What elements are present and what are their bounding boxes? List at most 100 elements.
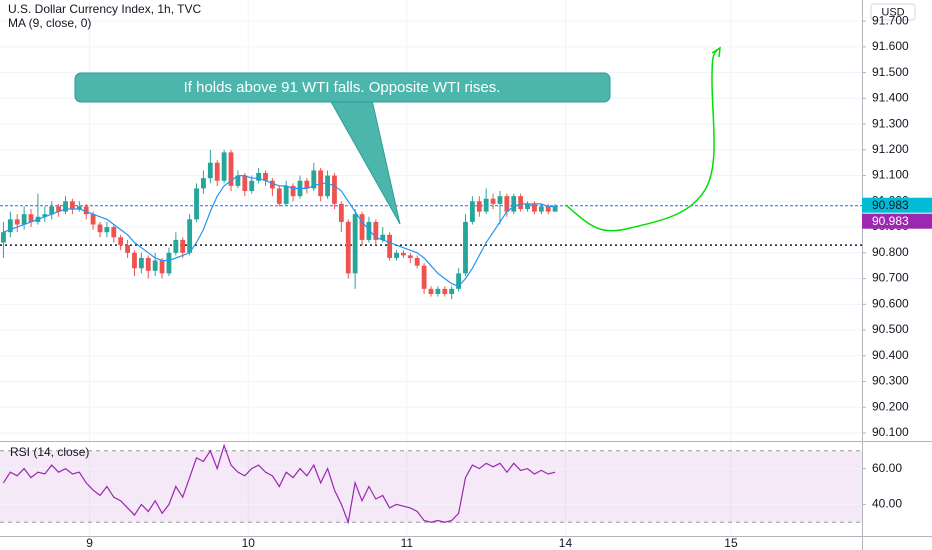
candle-body: [242, 175, 248, 192]
candle-body: [63, 201, 68, 212]
candle-body: [28, 214, 34, 222]
y-tick-label: 90.800: [872, 245, 909, 259]
ma-line: [3, 175, 556, 288]
candle-body: [269, 180, 275, 189]
y-tick-label: 90.400: [872, 348, 909, 362]
x-tick-label: 10: [242, 536, 256, 550]
candle-body: [166, 252, 172, 274]
candle-body: [532, 203, 537, 212]
y-tick-label: 91.600: [872, 39, 909, 53]
candle-body: [125, 245, 130, 253]
candle-body: [463, 221, 468, 274]
candle-body: [90, 214, 96, 225]
candle-body: [538, 206, 544, 212]
candle-body: [49, 206, 55, 215]
candle-body: [76, 206, 82, 210]
candle-body: [483, 198, 489, 212]
candle-body: [449, 288, 455, 294]
candle-body: [387, 234, 393, 258]
candle-body: [428, 288, 434, 294]
candle-body: [14, 219, 20, 225]
candle-body: [345, 221, 351, 274]
candle-body: [187, 219, 193, 253]
y-tick-label: 90.700: [872, 271, 909, 285]
candle-body: [366, 221, 372, 240]
candle-body: [69, 201, 75, 210]
candle-body: [118, 237, 124, 246]
ma-legend: MA (9, close, 0): [8, 16, 91, 30]
candle-body: [83, 206, 89, 215]
candle-body: [152, 260, 158, 271]
candle-body: [380, 234, 386, 240]
candle-body: [228, 152, 234, 186]
candle-body: [490, 198, 496, 204]
y-tick-label: 91.700: [872, 13, 909, 27]
y-tick-label: 90.600: [872, 296, 909, 310]
x-tick-label: 11: [401, 536, 414, 550]
candle-body: [276, 188, 282, 204]
candle-body: [263, 173, 268, 181]
candle-body: [552, 205, 558, 212]
candle-body: [56, 206, 62, 212]
x-tick-label: 9: [86, 536, 93, 550]
chart-title: U.S. Dollar Currency Index, 1h, TVC: [8, 2, 202, 16]
projection-drawing: [565, 47, 721, 232]
candle-body: [394, 252, 399, 258]
candle-body: [359, 214, 365, 240]
projection-arrowhead: [711, 46, 721, 58]
rsi-tick-label: 60.00: [872, 461, 902, 475]
rsi-band-fill: [0, 450, 862, 523]
candle-body: [504, 196, 510, 212]
candle-body: [256, 173, 262, 181]
candle-body: [173, 239, 179, 253]
candle-body: [407, 255, 413, 258]
rsi-legend: RSI (14, close): [10, 445, 89, 459]
candle-body: [159, 260, 165, 274]
candle-body: [545, 206, 551, 212]
candle-body: [111, 227, 117, 238]
candle-body: [525, 203, 530, 210]
candle-body: [476, 201, 482, 212]
rsi-tick-label: 40.00: [872, 497, 902, 511]
price-line-label: 90.983: [872, 198, 909, 212]
y-tick-label: 91.100: [872, 168, 909, 182]
candle-body: [207, 162, 213, 179]
candle-body: [283, 185, 289, 204]
currency-box: [870, 3, 916, 21]
candle-body: [7, 219, 13, 233]
candle-body: [518, 196, 524, 210]
y-tick-label: 90.200: [872, 399, 909, 413]
candle-body: [373, 221, 379, 240]
price-line-label-box: [862, 197, 932, 213]
last-price-box: [862, 213, 932, 229]
candle-body: [249, 180, 255, 192]
callout-box: [74, 72, 611, 103]
x-tick-label: 14: [559, 536, 573, 550]
candle-body: [290, 185, 296, 197]
candle-body: [42, 214, 48, 217]
last-price-label: 90.983: [872, 214, 909, 228]
candle-body: [1, 232, 6, 243]
candle-body: [97, 224, 103, 233]
marks: [0, 149, 862, 525]
candle-body: [435, 288, 441, 294]
candle-body: [332, 175, 337, 204]
candle-body: [352, 214, 358, 274]
candle-body: [338, 203, 344, 222]
candle-body: [180, 239, 186, 253]
y-tick-label: 91.300: [872, 116, 909, 130]
candle-body: [511, 196, 517, 212]
candle-body: [421, 265, 427, 289]
candle-body: [497, 196, 503, 204]
candle-body: [304, 180, 310, 189]
candle-body: [221, 152, 227, 181]
candle-body: [325, 175, 330, 197]
candle-body: [456, 273, 461, 289]
x-tick-label: 15: [724, 536, 738, 550]
candle-body: [138, 257, 144, 269]
candle-body: [194, 188, 199, 220]
rsi-line: [2, 443, 556, 525]
candle-body: [235, 175, 241, 186]
candle-body: [214, 162, 220, 181]
